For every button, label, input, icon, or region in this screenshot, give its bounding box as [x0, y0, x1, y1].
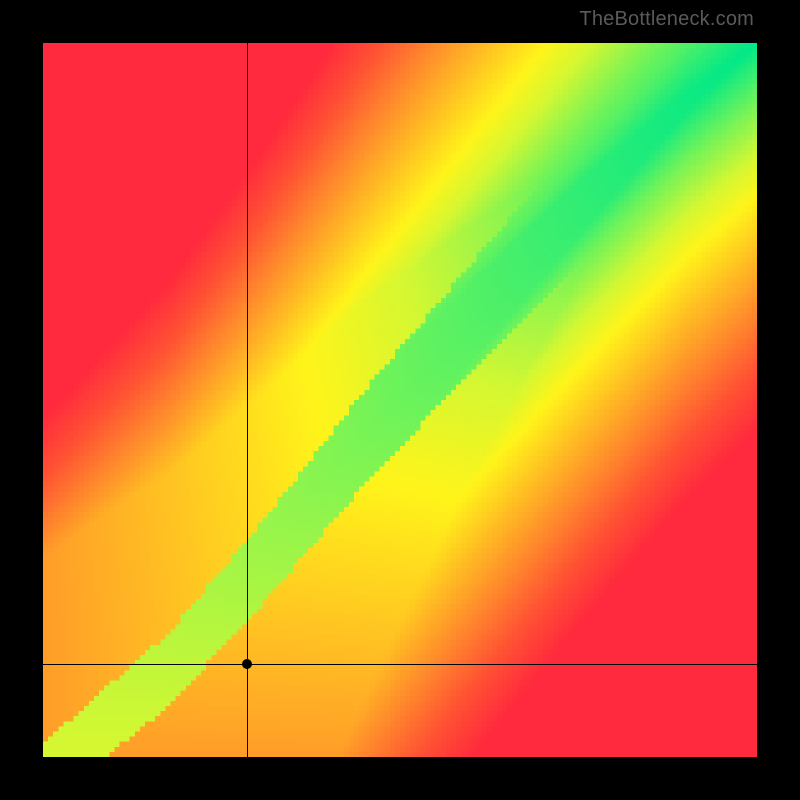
crosshair-horizontal: [43, 664, 757, 665]
heatmap-plot: [43, 43, 757, 757]
data-point-marker: [242, 659, 252, 669]
crosshair-vertical: [247, 43, 248, 757]
watermark-text: TheBottleneck.com: [579, 8, 754, 31]
heatmap-canvas: [43, 43, 757, 757]
